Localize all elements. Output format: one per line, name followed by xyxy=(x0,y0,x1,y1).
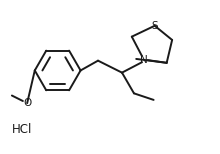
Text: HCl: HCl xyxy=(12,123,32,136)
Text: N: N xyxy=(140,55,148,65)
Text: O: O xyxy=(23,98,31,108)
Text: S: S xyxy=(151,21,158,31)
